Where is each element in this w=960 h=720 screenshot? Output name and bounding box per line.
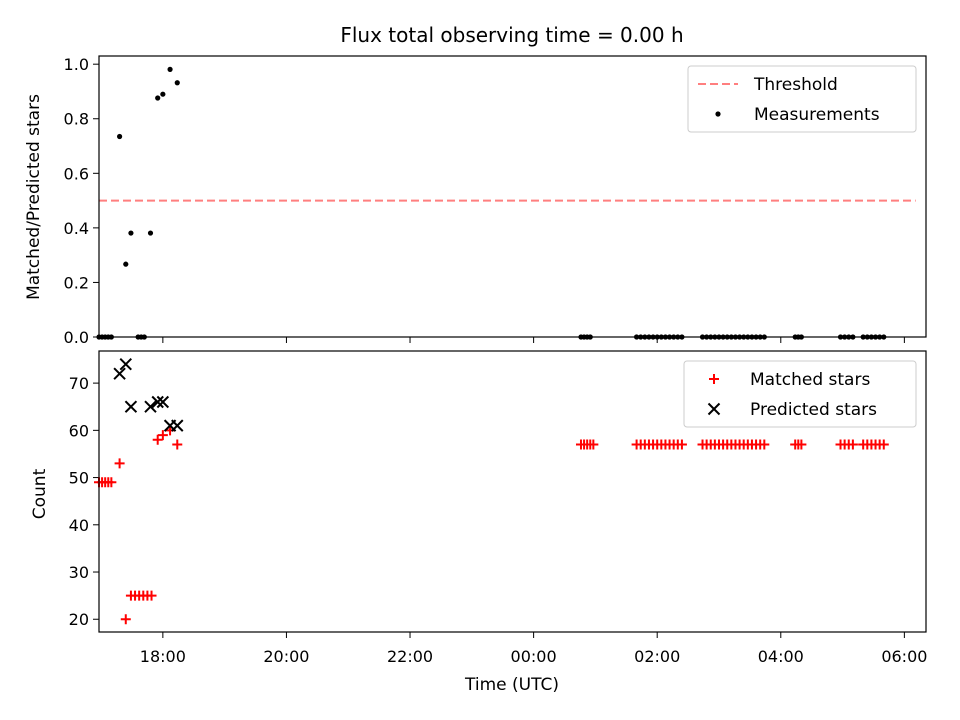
- legend-box: [683, 360, 917, 428]
- legend-label: Measurements: [754, 105, 880, 125]
- x-tick-label: 20:00: [263, 647, 309, 666]
- predicted-star-point: [113, 367, 126, 380]
- matched-star-point: [172, 439, 183, 450]
- matched-star-point: [759, 439, 770, 450]
- measurement-point: [116, 133, 123, 140]
- y-tick-label: 0.6: [64, 164, 89, 183]
- plot-layer: 0.0 0.2 0.4 0.6 0.8 1.0 Threshold Measurements 2…: [64, 55, 928, 666]
- legend-predicted-swatch: [707, 402, 721, 416]
- y-tick-label: 0.0: [64, 328, 89, 347]
- y-tick-label: 0.4: [64, 219, 89, 238]
- measurement-point: [123, 261, 129, 267]
- predicted-star-point: [144, 400, 157, 413]
- matched-star-point: [588, 439, 599, 450]
- matched-star-point: [676, 439, 687, 450]
- top-plot-frame: [98, 55, 927, 338]
- matched-star-point: [796, 439, 807, 450]
- y-tick-label: 50: [69, 469, 89, 488]
- matched-star-point: [878, 439, 889, 450]
- measurement-point: [128, 230, 134, 236]
- measurement-point: [174, 80, 180, 86]
- matched-star-point: [106, 477, 117, 488]
- legend-box: [687, 65, 917, 133]
- measurement-point: [167, 66, 173, 72]
- legend-measurement-swatch: [715, 111, 721, 117]
- measurement-point: [147, 230, 154, 236]
- predicted-star-point: [119, 358, 132, 371]
- predicted-star-point: [156, 395, 170, 409]
- bottom-plot-frame: [98, 350, 927, 633]
- matched-star-point: [847, 439, 858, 450]
- y-tick-label: 1.0: [64, 55, 89, 74]
- top-y-axis-label: Matched/Predicted stars: [24, 94, 44, 300]
- legend-label: Matched stars: [750, 370, 870, 390]
- matched-star-point: [114, 458, 125, 469]
- x-axis-label: Time (UTC): [464, 675, 559, 695]
- matched-star-point: [152, 434, 163, 445]
- matched-star-point: [157, 430, 168, 441]
- x-tick-label: 02:00: [634, 647, 680, 666]
- predicted-star-point: [124, 400, 138, 413]
- measurement-point: [160, 91, 166, 97]
- y-tick-label: 60: [69, 421, 89, 440]
- predicted-star-point: [171, 419, 184, 432]
- y-tick-label: 40: [69, 516, 89, 535]
- matched-star-point: [146, 590, 157, 601]
- legend-matched-swatch: [709, 374, 719, 384]
- matched-star-point: [120, 614, 131, 625]
- y-tick-label: 30: [69, 563, 89, 582]
- y-tick-label: 20: [69, 610, 89, 629]
- x-tick-label: 18:00: [140, 647, 186, 666]
- predicted-star-point: [151, 395, 164, 409]
- measurement-point: [155, 95, 161, 101]
- y-tick-label: 70: [69, 374, 89, 393]
- x-tick-label: 06:00: [881, 647, 927, 666]
- x-tick-label: 04:00: [758, 647, 804, 666]
- chart-title: Flux total observing time = 0.00 h: [340, 23, 683, 47]
- x-tick-label: 22:00: [387, 647, 433, 666]
- y-tick-label: 0.2: [64, 273, 89, 292]
- legend-label: Predicted stars: [750, 400, 877, 420]
- y-tick-label: 0.8: [64, 110, 89, 129]
- bottom-y-axis-label: Count: [30, 468, 50, 519]
- legend-label: Threshold: [753, 75, 838, 95]
- x-tick-label: 00:00: [511, 647, 557, 666]
